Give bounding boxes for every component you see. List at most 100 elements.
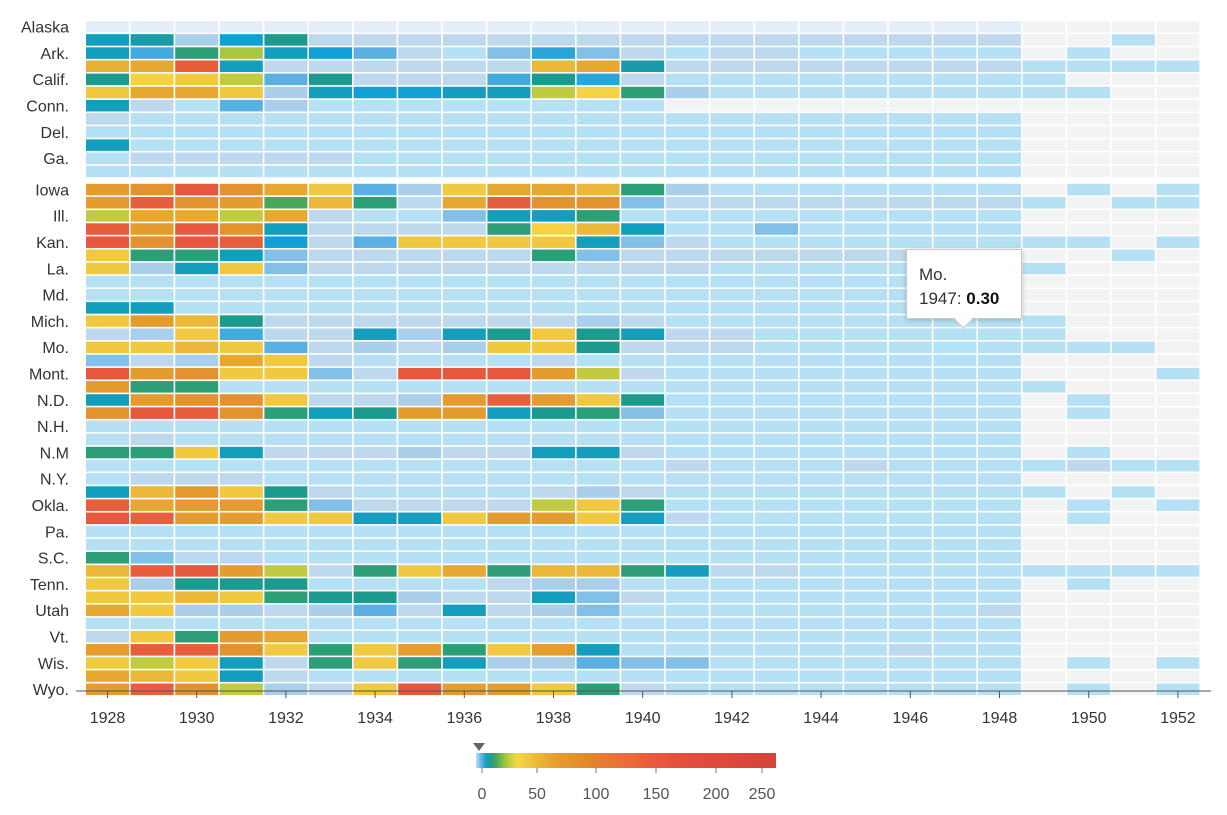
heatmap-cell[interactable] <box>532 183 575 196</box>
heatmap-cell[interactable] <box>665 552 709 564</box>
heatmap-cell[interactable] <box>665 394 709 406</box>
heatmap-cell[interactable] <box>621 617 665 630</box>
heatmap-cell[interactable] <box>532 165 575 178</box>
heatmap-cell[interactable] <box>978 459 1021 472</box>
heatmap-cell[interactable] <box>888 512 932 525</box>
heatmap-cell[interactable] <box>1022 486 1066 498</box>
heatmap-cell[interactable] <box>1111 565 1155 577</box>
heatmap-cell[interactable] <box>710 617 754 630</box>
heatmap-cell[interactable] <box>844 578 888 590</box>
heatmap-cell[interactable] <box>264 328 308 340</box>
heatmap-cell[interactable] <box>621 183 665 196</box>
heatmap-cell[interactable] <box>576 538 620 551</box>
heatmap-cell[interactable] <box>621 86 665 99</box>
heatmap-cell[interactable] <box>86 126 129 138</box>
heatmap-cell[interactable] <box>799 381 843 393</box>
heatmap-cell[interactable] <box>1156 459 1200 472</box>
heatmap-cell[interactable] <box>844 367 888 380</box>
heatmap-cell[interactable] <box>1156 657 1200 669</box>
heatmap-cell[interactable] <box>1022 196 1066 209</box>
heatmap-cell[interactable] <box>86 21 129 33</box>
heatmap-cell[interactable] <box>576 210 620 222</box>
heatmap-cell[interactable] <box>978 683 1021 696</box>
heatmap-cell[interactable] <box>130 604 174 617</box>
heatmap-cell[interactable] <box>1022 249 1066 262</box>
heatmap-cell[interactable] <box>665 60 709 72</box>
heatmap-cell[interactable] <box>933 196 977 209</box>
heatmap-cell[interactable] <box>933 236 977 248</box>
heatmap-cell[interactable] <box>532 407 575 419</box>
heatmap-cell[interactable] <box>1111 152 1155 165</box>
heatmap-cell[interactable] <box>264 486 308 498</box>
heatmap-cell[interactable] <box>1022 604 1066 617</box>
heatmap-cell[interactable] <box>1022 446 1066 459</box>
heatmap-cell[interactable] <box>442 262 486 275</box>
heatmap-cell[interactable] <box>665 683 709 696</box>
heatmap-cell[interactable] <box>755 683 798 696</box>
heatmap-cell[interactable] <box>978 578 1021 590</box>
heatmap-cell[interactable] <box>799 499 843 511</box>
heatmap-cell[interactable] <box>1067 196 1111 209</box>
heatmap-cell[interactable] <box>309 249 352 262</box>
heatmap-cell[interactable] <box>353 86 397 99</box>
heatmap-cell[interactable] <box>933 126 977 138</box>
heatmap-cell[interactable] <box>888 354 932 367</box>
heatmap-cell[interactable] <box>264 60 308 72</box>
heatmap-cell[interactable] <box>1111 302 1155 314</box>
heatmap-cell[interactable] <box>1111 617 1155 630</box>
heatmap-cell[interactable] <box>353 262 397 275</box>
heatmap-cell[interactable] <box>1067 139 1111 151</box>
heatmap-cell[interactable] <box>844 341 888 354</box>
heatmap-cell[interactable] <box>710 644 754 656</box>
heatmap-cell[interactable] <box>532 420 575 433</box>
heatmap-cell[interactable] <box>844 512 888 525</box>
heatmap-cell[interactable] <box>710 236 754 248</box>
heatmap-cell[interactable] <box>576 328 620 340</box>
heatmap-cell[interactable] <box>755 657 798 669</box>
heatmap-cell[interactable] <box>398 604 442 617</box>
heatmap-cell[interactable] <box>710 113 754 125</box>
heatmap-cell[interactable] <box>309 367 352 380</box>
heatmap-cell[interactable] <box>130 354 174 367</box>
heatmap-cell[interactable] <box>710 152 754 165</box>
heatmap-cell[interactable] <box>398 73 442 86</box>
heatmap-cell[interactable] <box>576 407 620 419</box>
heatmap-cell[interactable] <box>1156 302 1200 314</box>
heatmap-cell[interactable] <box>442 126 486 138</box>
heatmap-cell[interactable] <box>86 525 129 538</box>
heatmap-cell[interactable] <box>398 196 442 209</box>
heatmap-cell[interactable] <box>1156 394 1200 406</box>
heatmap-cell[interactable] <box>1111 289 1155 301</box>
heatmap-cell[interactable] <box>130 34 174 46</box>
heatmap-cell[interactable] <box>532 657 575 669</box>
heatmap-cell[interactable] <box>487 249 531 262</box>
heatmap-cell[interactable] <box>621 459 665 472</box>
heatmap-cell[interactable] <box>309 126 352 138</box>
heatmap-cell[interactable] <box>130 420 174 433</box>
heatmap-cell[interactable] <box>1156 73 1200 86</box>
heatmap-cell[interactable] <box>755 604 798 617</box>
heatmap-cell[interactable] <box>264 591 308 603</box>
heatmap-cell[interactable] <box>621 47 665 59</box>
heatmap-cell[interactable] <box>844 152 888 165</box>
heatmap-cell[interactable] <box>442 86 486 99</box>
heatmap-cell[interactable] <box>398 223 442 235</box>
heatmap-cell[interactable] <box>799 591 843 603</box>
heatmap-cell[interactable] <box>353 183 397 196</box>
heatmap-cell[interactable] <box>398 210 442 222</box>
heatmap-cell[interactable] <box>175 657 219 669</box>
heatmap-cell[interactable] <box>978 126 1021 138</box>
heatmap-cell[interactable] <box>487 47 531 59</box>
heatmap-cell[interactable] <box>576 315 620 327</box>
heatmap-cell[interactable] <box>353 113 397 125</box>
heatmap-cell[interactable] <box>353 381 397 393</box>
heatmap-cell[interactable] <box>1111 165 1155 178</box>
heatmap-cell[interactable] <box>1156 670 1200 682</box>
heatmap-cell[interactable] <box>309 60 352 72</box>
heatmap-cell[interactable] <box>1067 73 1111 86</box>
heatmap-cell[interactable] <box>487 565 531 577</box>
heatmap-cell[interactable] <box>1022 367 1066 380</box>
heatmap-cell[interactable] <box>888 538 932 551</box>
heatmap-cell[interactable] <box>1156 47 1200 59</box>
heatmap-cell[interactable] <box>710 183 754 196</box>
